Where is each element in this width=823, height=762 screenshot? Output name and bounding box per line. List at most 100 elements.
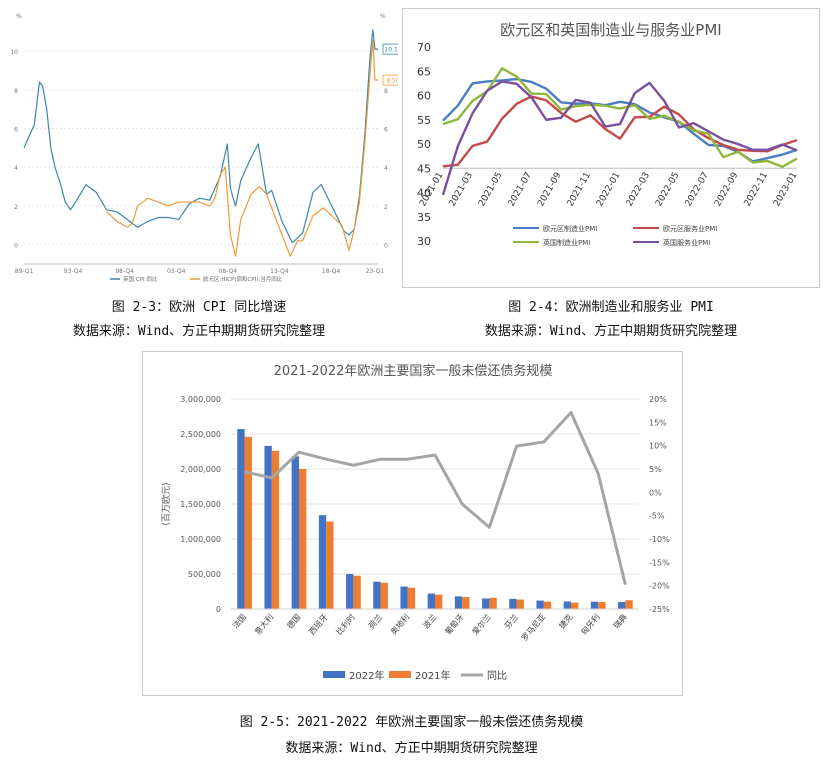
debt-bar-2022-11: [536, 600, 544, 609]
pmi-y-tick-0: 30: [417, 235, 431, 248]
pmi-y-tick-3: 45: [417, 162, 431, 175]
debt-bar-2021-5: [380, 582, 388, 609]
debt-legend-label-0: 2022年: [349, 669, 384, 682]
cpi-x-tick-2: 98-Q4: [115, 268, 134, 275]
debt-x-tick-4: 比利时: [334, 612, 357, 637]
debt-y-right-tick-9: 20%: [649, 395, 667, 404]
source-fig1: 数据来源：Wind、方正中期期货研究院整理: [72, 324, 326, 339]
debt-bar-2022-2: [291, 456, 299, 609]
cpi-y-left-tick-3: 6: [14, 126, 18, 133]
debt-bar-2021-13: [598, 602, 606, 609]
pmi-x-tick-11: 2022-11: [743, 171, 770, 209]
pmi-y-tick-5: 55: [417, 114, 431, 127]
debt-x-tick-2: 德国: [285, 612, 303, 631]
cpi-x-tick-0: 89-Q1: [15, 268, 34, 275]
debt-legend-swatch-0: [323, 671, 345, 678]
debt-x-tick-12: 捷克: [557, 612, 575, 631]
debt-x-tick-9: 爱尔兰: [470, 612, 493, 637]
debt-y-left-tick-4: 2,000,000: [180, 465, 221, 474]
debt-x-tick-6: 奥地利: [388, 612, 411, 637]
cpi-y-left-tick-4: 8: [14, 88, 18, 95]
pmi-x-tick-12: 2023-01: [772, 171, 799, 209]
debt-x-tick-11: 罗马尼亚: [520, 613, 547, 643]
cpi-y-right-unit: %: [380, 13, 386, 20]
caption-fig1: 图 2-3：欧洲 CPI 同比增速: [111, 300, 287, 315]
cpi-x-tick-3: 03-Q4: [167, 268, 186, 275]
pmi-x-tick-7: 2022-03: [625, 171, 652, 209]
cpi-chart-panel: 00224466881010%%89-Q193-Q498-Q403-Q408-Q…: [0, 2, 404, 283]
source-fig3: 数据来源：Wind、方正中期期货研究院整理: [285, 741, 538, 756]
debt-bar-2021-7: [435, 594, 443, 609]
pmi-x-tick-10: 2022-09: [713, 171, 741, 209]
debt-bar-2022-12: [563, 601, 571, 609]
cpi-y-right-tick-2: 4: [384, 165, 388, 172]
cpi-y-left-tick-5: 10: [10, 49, 18, 56]
cpi-legend-label-0: 英国:CPI:同比: [123, 275, 158, 282]
debt-bar-2022-3: [318, 515, 327, 609]
pmi-series-line-3: [441, 80, 798, 196]
cpi-y-left-tick-2: 4: [14, 165, 18, 172]
debt-y-left-tick-6: 3,000,000: [180, 395, 221, 404]
debt-y-right-tick-6: 5%: [649, 465, 662, 474]
cpi-x-tick-4: 08-Q4: [219, 268, 238, 275]
debt-bar-2022-10: [509, 598, 517, 609]
cpi-y-left-tick-1: 2: [14, 204, 18, 211]
debt-bar-2022-9: [482, 598, 490, 609]
debt-bar-2022-5: [373, 581, 381, 609]
debt-y-right-tick-4: -5%: [649, 512, 665, 521]
cpi-y-right-tick-4: 8: [384, 88, 388, 95]
cpi-end-label-1: 8.50: [386, 78, 398, 85]
cpi-x-tick-6: 18-Q4: [322, 268, 341, 275]
debt-bar-2021-0: [244, 436, 252, 609]
debt-bar-2021-11: [543, 601, 552, 609]
debt-y-right-tick-5: 0%: [649, 488, 662, 497]
pmi-x-tick-6: 2022-01: [595, 171, 622, 209]
caption-fig2: 图 2-4：欧洲制造业和服务业 PMI: [508, 300, 714, 315]
cpi-series-line-0: [23, 29, 378, 244]
debt-bar-2022-1: [264, 445, 272, 609]
debt-y-left-tick-0: 0: [216, 605, 221, 614]
debt-x-tick-1: 意大利: [252, 612, 275, 637]
debt-x-tick-10: 芬兰: [502, 612, 520, 631]
debt-chart: 2021-2022年欧洲主要国家一般未偿还债务规模 0 500,000 1,000,0…: [160, 363, 670, 682]
debt-bar-2021-8: [462, 597, 470, 609]
debt-legend-label-1: 2021年: [415, 669, 450, 682]
debt-bar-2022-13: [590, 601, 599, 609]
debt-legend-swatch-1: [389, 671, 411, 678]
debt-title: 2021-2022年欧洲主要国家一般未偿还债务规模: [274, 363, 553, 379]
cpi-end-label-0: 10.10: [384, 47, 398, 54]
debt-legend-label-2: 同比: [487, 670, 507, 682]
debt-x-tick-3: 西班牙: [307, 612, 330, 637]
debt-bar-2021-9: [489, 597, 497, 609]
pmi-legend-label-1: 欧元区服务业PMI: [663, 224, 717, 233]
debt-bar-2022-6: [400, 586, 408, 609]
debt-y-right-tick-2: -15%: [649, 558, 670, 567]
pmi-title: 欧元区和英国制造业与服务业PMI: [500, 21, 721, 39]
pmi-x-tick-1: 2021-03: [448, 171, 475, 209]
cpi-y-left-tick-0: 0: [14, 243, 18, 250]
debt-bar-2021-10: [516, 599, 524, 609]
pmi-x-tick-2: 2021-05: [477, 171, 504, 209]
debt-y-left-tick-3: 1,500,000: [180, 500, 221, 509]
debt-y-left-tick-1: 500,000: [188, 570, 221, 579]
debt-y-right-tick-0: -25%: [649, 605, 670, 614]
pmi-x-tick-9: 2022-07: [684, 171, 711, 209]
debt-y-left-tick-2: 1,000,000: [180, 535, 221, 544]
debt-bar-2022-14: [618, 602, 626, 609]
cpi-y-right-tick-0: 0: [384, 243, 388, 250]
pmi-x-tick-8: 2022-05: [654, 171, 681, 209]
cpi-y-left-unit: %: [16, 13, 22, 20]
debt-bar-2021-14: [625, 600, 633, 609]
debt-bar-2021-12: [571, 602, 579, 609]
cpi-series-line-1: [106, 38, 378, 257]
pmi-chart: 欧元区和英国制造业与服务业PMI 30 35 40 45 50 55 60 65 70 2021-0…: [417, 21, 800, 248]
pmi-y-tick-8: 70: [417, 41, 431, 54]
pmi-x-tick-5: 2021-11: [566, 171, 593, 209]
debt-bar-2022-0: [237, 429, 245, 609]
debt-x-tick-8: 葡萄牙: [443, 612, 466, 637]
debt-bar-2021-1: [271, 450, 280, 609]
pmi-y-tick-2: 40: [417, 187, 431, 200]
debt-y-label: (百万欧元): [160, 482, 172, 525]
pmi-y-tick-6: 60: [417, 90, 431, 103]
cpi-x-tick-7: 23-Q1: [366, 268, 385, 275]
